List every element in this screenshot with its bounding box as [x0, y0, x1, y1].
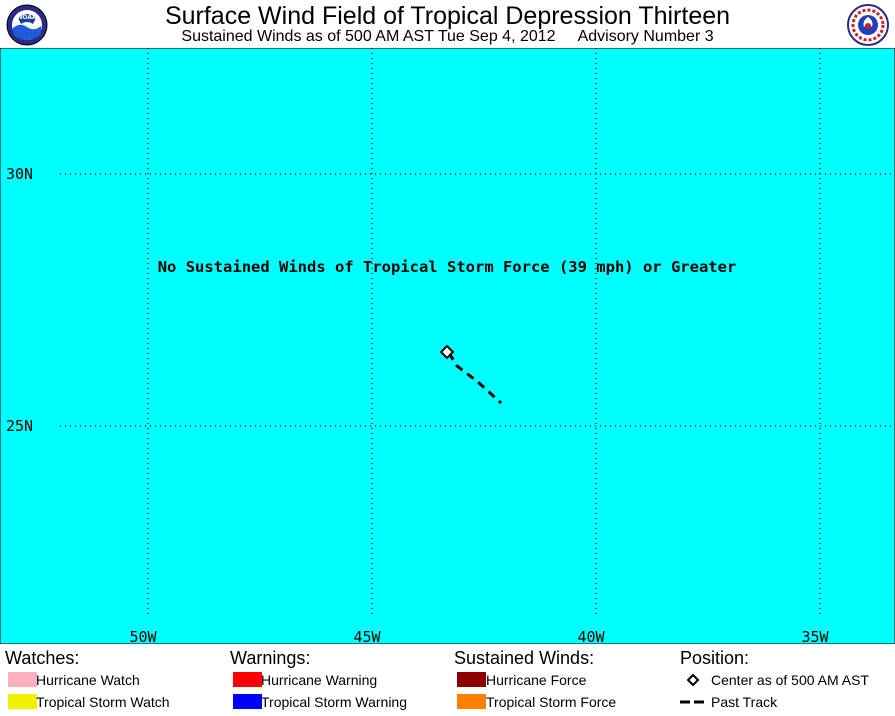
legend-label: Hurricane Force	[486, 672, 587, 688]
legend-heading-watches: Watches:	[5, 648, 80, 668]
wind-field-map: 30N 25N 50W 45W 40W 35W No Sustained Win…	[0, 48, 895, 644]
diamond-icon	[686, 673, 700, 687]
lon-label-40w: 40W	[577, 628, 605, 644]
nws-logo	[847, 4, 889, 46]
tropical-storm-force-swatch	[457, 694, 486, 709]
legend-label: Center as of 500 AM AST	[711, 672, 869, 688]
legend-label: Tropical Storm Warning	[261, 694, 408, 710]
lon-label-50w: 50W	[129, 628, 157, 644]
legend-label: Hurricane Watch	[36, 672, 140, 688]
legend-label: Hurricane Warning	[261, 672, 378, 688]
storm-center-diamond-icon	[439, 344, 455, 360]
past-track-line	[447, 352, 503, 405]
legend-position: Position: Center as of 500 AM AST Past T…	[680, 648, 869, 710]
page-subtitle: Sustained Winds as of 500 AM AST Tue Sep…	[0, 28, 895, 46]
hurricane-watch-swatch	[8, 672, 37, 687]
legend-watches: Watches: Hurricane Watch Tropical Storm …	[5, 648, 170, 710]
page-title: Surface Wind Field of Tropical Depressio…	[164, 2, 731, 30]
legend: Watches: Hurricane Watch Tropical Storm …	[0, 645, 895, 716]
lon-label-45w: 45W	[353, 628, 381, 644]
legend-warnings: Warnings: Hurricane Warning Tropical Sto…	[230, 648, 407, 710]
dashed-line-icon	[680, 700, 708, 704]
lat-label-25n: 25N	[6, 417, 33, 435]
advisory-time: Sustained Winds as of 500 AM AST Tue Sep…	[181, 28, 556, 45]
legend-label: Tropical Storm Force	[486, 694, 617, 710]
legend-sustained-winds: Sustained Winds: Hurricane Force Tropica…	[454, 648, 616, 710]
legend-heading-warnings: Warnings:	[230, 648, 311, 668]
hurricane-warning-swatch	[233, 672, 262, 687]
legend-heading-winds: Sustained Winds:	[454, 648, 595, 668]
lon-label-35w: 35W	[801, 628, 829, 644]
legend-label: Past Track	[711, 694, 778, 710]
lat-label-30n: 30N	[6, 165, 33, 183]
tropical-storm-warning-swatch	[233, 694, 262, 709]
tropical-storm-watch-swatch	[8, 694, 37, 709]
advisory-number: Advisory Number 3	[577, 28, 714, 45]
legend-heading-position: Position:	[680, 648, 750, 668]
no-winds-message: No Sustained Winds of Tropical Storm For…	[158, 258, 737, 276]
legend-label: Tropical Storm Watch	[36, 694, 170, 710]
svg-text:NOAA: NOAA	[17, 14, 37, 21]
hurricane-force-swatch	[457, 672, 486, 687]
noaa-logo: NOAA	[6, 4, 48, 46]
